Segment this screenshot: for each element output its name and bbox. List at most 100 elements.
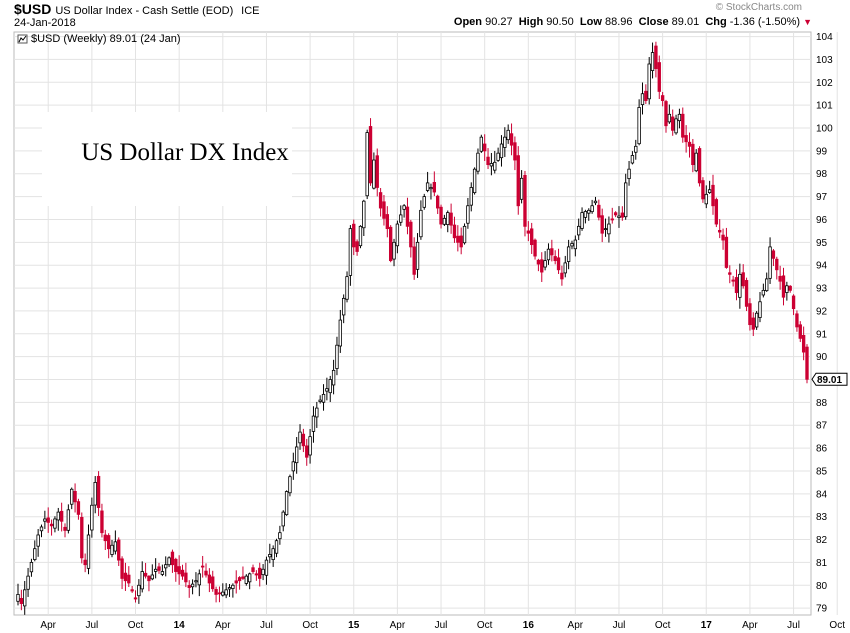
candle bbox=[331, 359, 336, 395]
candle bbox=[315, 401, 319, 428]
candle-body bbox=[775, 258, 779, 271]
candle bbox=[53, 516, 57, 533]
candle-body bbox=[281, 511, 285, 527]
candle bbox=[724, 227, 729, 269]
candle bbox=[637, 99, 641, 146]
candle-body bbox=[674, 118, 678, 134]
candle bbox=[167, 556, 171, 568]
candle-body bbox=[449, 212, 453, 226]
candle-body bbox=[117, 539, 121, 561]
candle-body bbox=[718, 229, 722, 233]
candle bbox=[66, 504, 71, 534]
y-tick-label: 96 bbox=[816, 215, 828, 226]
candle-body bbox=[637, 107, 641, 145]
candle-body bbox=[170, 551, 175, 566]
candle-body bbox=[469, 187, 473, 206]
candle-body bbox=[724, 236, 729, 268]
candle bbox=[39, 524, 44, 538]
candle-body bbox=[681, 113, 685, 138]
chg-value: -1.36 (-1.50%) bbox=[729, 16, 801, 28]
candle bbox=[671, 109, 675, 136]
candle-body bbox=[150, 574, 154, 580]
candle bbox=[180, 564, 185, 580]
candle bbox=[419, 200, 423, 240]
candle-body bbox=[328, 379, 332, 394]
candle bbox=[234, 570, 238, 594]
close-value: 89.01 bbox=[671, 16, 700, 28]
candle bbox=[321, 384, 326, 411]
candle-body bbox=[140, 571, 144, 590]
candle bbox=[536, 258, 541, 272]
candle bbox=[687, 132, 692, 158]
candle bbox=[19, 589, 24, 611]
candle-body bbox=[785, 285, 789, 293]
candle-body bbox=[204, 570, 208, 576]
candle bbox=[294, 437, 299, 474]
y-tick-label: 102 bbox=[816, 78, 833, 89]
candle-body bbox=[664, 101, 668, 127]
last-price-tag: 89.01 bbox=[811, 372, 848, 386]
candle bbox=[153, 558, 158, 579]
candle-body bbox=[519, 177, 524, 200]
y-tick-label: 83 bbox=[816, 512, 828, 523]
candle-body bbox=[402, 205, 406, 210]
candle bbox=[160, 564, 165, 577]
candle bbox=[237, 576, 242, 590]
candle bbox=[147, 575, 151, 592]
candle-body bbox=[560, 272, 564, 280]
candle-body bbox=[684, 135, 688, 143]
candle-body bbox=[16, 594, 20, 602]
candle bbox=[543, 251, 547, 271]
candle-body bbox=[271, 548, 275, 560]
symbol: $USD bbox=[14, 1, 52, 17]
chg-label: Chg bbox=[705, 16, 727, 28]
candle bbox=[258, 562, 262, 587]
candle-body bbox=[593, 200, 598, 204]
candle-body bbox=[358, 225, 363, 247]
legend-icon bbox=[18, 35, 27, 43]
x-tick-label: 14 bbox=[174, 620, 186, 631]
candle-body bbox=[442, 217, 447, 225]
candle-body bbox=[486, 156, 490, 166]
candle bbox=[801, 326, 806, 361]
candle bbox=[194, 572, 198, 588]
candle-body bbox=[556, 257, 561, 271]
candle bbox=[674, 114, 678, 135]
candle-body bbox=[650, 52, 655, 71]
candle-body bbox=[274, 540, 279, 554]
candle bbox=[795, 310, 799, 332]
candle-body bbox=[795, 313, 799, 328]
candle bbox=[405, 197, 410, 235]
candle-body bbox=[362, 200, 366, 229]
candle bbox=[395, 220, 400, 254]
candle-body bbox=[439, 206, 443, 225]
candle-body bbox=[691, 143, 695, 166]
candle bbox=[291, 452, 295, 480]
candle bbox=[261, 564, 265, 581]
candle bbox=[83, 553, 87, 573]
candle-body bbox=[744, 280, 749, 307]
candle bbox=[432, 171, 436, 197]
candle-body bbox=[791, 295, 796, 310]
candle bbox=[90, 497, 94, 538]
candle bbox=[412, 237, 416, 280]
candle bbox=[274, 538, 279, 558]
candle-body bbox=[258, 567, 262, 579]
candle-body bbox=[23, 589, 27, 607]
candle-body bbox=[617, 215, 621, 218]
candle bbox=[506, 124, 510, 144]
open-label: Open bbox=[453, 16, 483, 28]
candle bbox=[197, 569, 201, 597]
candle bbox=[476, 148, 480, 175]
candle bbox=[728, 265, 732, 284]
candle bbox=[123, 562, 128, 591]
candle-body bbox=[174, 558, 178, 572]
symbol-description: US Dollar Index - Cash Settle (EOD) bbox=[55, 5, 234, 17]
y-tick-label: 85 bbox=[816, 466, 828, 477]
candle-body bbox=[476, 152, 480, 172]
candle-body bbox=[224, 589, 228, 596]
brand-label: © StockCharts.com bbox=[715, 2, 802, 13]
candle bbox=[402, 204, 406, 218]
candle bbox=[120, 556, 124, 590]
candle-body bbox=[378, 192, 383, 209]
